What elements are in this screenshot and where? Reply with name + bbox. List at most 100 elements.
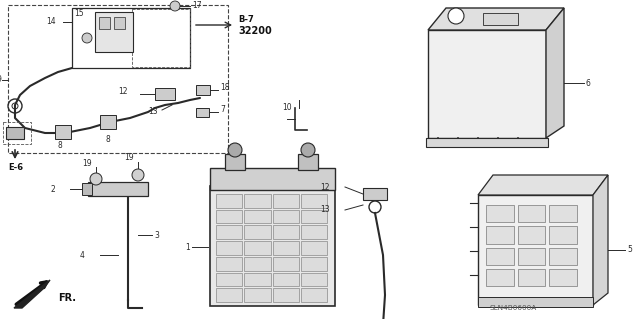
Circle shape	[228, 143, 242, 157]
Bar	[244, 210, 271, 223]
Text: B-7: B-7	[238, 16, 253, 25]
Bar	[216, 241, 243, 255]
Bar	[244, 288, 271, 302]
Bar	[95, 12, 133, 52]
Polygon shape	[546, 8, 564, 138]
Bar	[273, 288, 299, 302]
Bar	[301, 226, 327, 239]
Bar	[426, 138, 548, 147]
Bar	[3, 122, 31, 144]
Bar	[486, 269, 514, 286]
Circle shape	[448, 8, 464, 24]
Bar	[478, 195, 593, 305]
Bar	[210, 186, 335, 306]
Bar	[132, 9, 190, 67]
Bar	[216, 194, 243, 208]
Text: 2: 2	[51, 184, 55, 194]
Bar	[210, 168, 335, 190]
Text: 8: 8	[106, 136, 110, 145]
Bar	[273, 272, 299, 286]
Text: E-6: E-6	[8, 164, 23, 173]
Text: 5: 5	[627, 246, 632, 255]
Text: 13: 13	[320, 205, 330, 214]
Bar	[478, 297, 593, 307]
Bar	[155, 88, 175, 100]
Text: 4: 4	[80, 250, 85, 259]
Text: 7: 7	[220, 106, 225, 115]
Bar	[428, 30, 546, 138]
Bar	[301, 210, 327, 223]
Text: 14: 14	[46, 18, 56, 26]
Bar	[82, 183, 92, 195]
Bar	[518, 226, 545, 243]
Circle shape	[132, 169, 144, 181]
Circle shape	[301, 143, 315, 157]
Bar	[483, 13, 518, 25]
Text: 3: 3	[154, 231, 159, 240]
Bar	[486, 205, 514, 222]
Text: 1: 1	[185, 242, 190, 251]
Bar	[301, 272, 327, 286]
Bar	[549, 248, 577, 265]
Text: 6: 6	[586, 78, 591, 87]
Bar	[518, 269, 545, 286]
Bar	[518, 205, 545, 222]
Bar	[216, 226, 243, 239]
Bar	[301, 257, 327, 271]
Text: 19: 19	[124, 153, 134, 162]
Bar	[114, 17, 125, 29]
Bar	[273, 226, 299, 239]
Bar	[549, 226, 577, 243]
Text: 32200: 32200	[238, 26, 272, 36]
Text: SLN4B0600A: SLN4B0600A	[490, 305, 537, 311]
Bar	[518, 248, 545, 265]
Bar	[363, 188, 387, 200]
Bar	[244, 241, 271, 255]
Circle shape	[170, 1, 180, 11]
Bar	[196, 108, 209, 117]
Polygon shape	[14, 280, 50, 308]
Bar	[244, 257, 271, 271]
Bar	[301, 241, 327, 255]
Bar	[216, 288, 243, 302]
Bar	[216, 257, 243, 271]
Bar	[549, 269, 577, 286]
Bar	[298, 154, 318, 170]
Polygon shape	[428, 8, 564, 30]
Text: 9: 9	[0, 76, 1, 85]
Bar	[55, 125, 71, 139]
Text: 15: 15	[74, 9, 84, 18]
Bar	[196, 85, 210, 95]
Bar	[225, 154, 245, 170]
Circle shape	[90, 173, 102, 185]
Text: 18: 18	[220, 84, 230, 93]
Bar	[273, 257, 299, 271]
Bar	[8, 5, 228, 153]
Bar	[549, 205, 577, 222]
Bar	[273, 210, 299, 223]
Text: 13: 13	[148, 108, 157, 116]
Bar	[301, 288, 327, 302]
Bar	[301, 194, 327, 208]
Bar	[244, 226, 271, 239]
Bar	[216, 272, 243, 286]
Bar	[244, 272, 271, 286]
Text: 10: 10	[282, 102, 292, 112]
Text: FR.: FR.	[58, 293, 76, 303]
Text: 12: 12	[320, 182, 330, 191]
Bar	[273, 194, 299, 208]
Text: 17: 17	[192, 2, 202, 11]
Text: 8: 8	[58, 140, 62, 150]
Bar	[244, 194, 271, 208]
Circle shape	[82, 33, 92, 43]
Bar	[486, 226, 514, 243]
Bar	[6, 127, 24, 139]
Text: 19: 19	[82, 159, 92, 167]
Bar	[72, 8, 190, 68]
Polygon shape	[478, 175, 608, 195]
Bar	[100, 115, 116, 129]
Text: 12: 12	[118, 86, 127, 95]
Bar	[99, 17, 110, 29]
Bar	[216, 210, 243, 223]
Bar	[273, 241, 299, 255]
